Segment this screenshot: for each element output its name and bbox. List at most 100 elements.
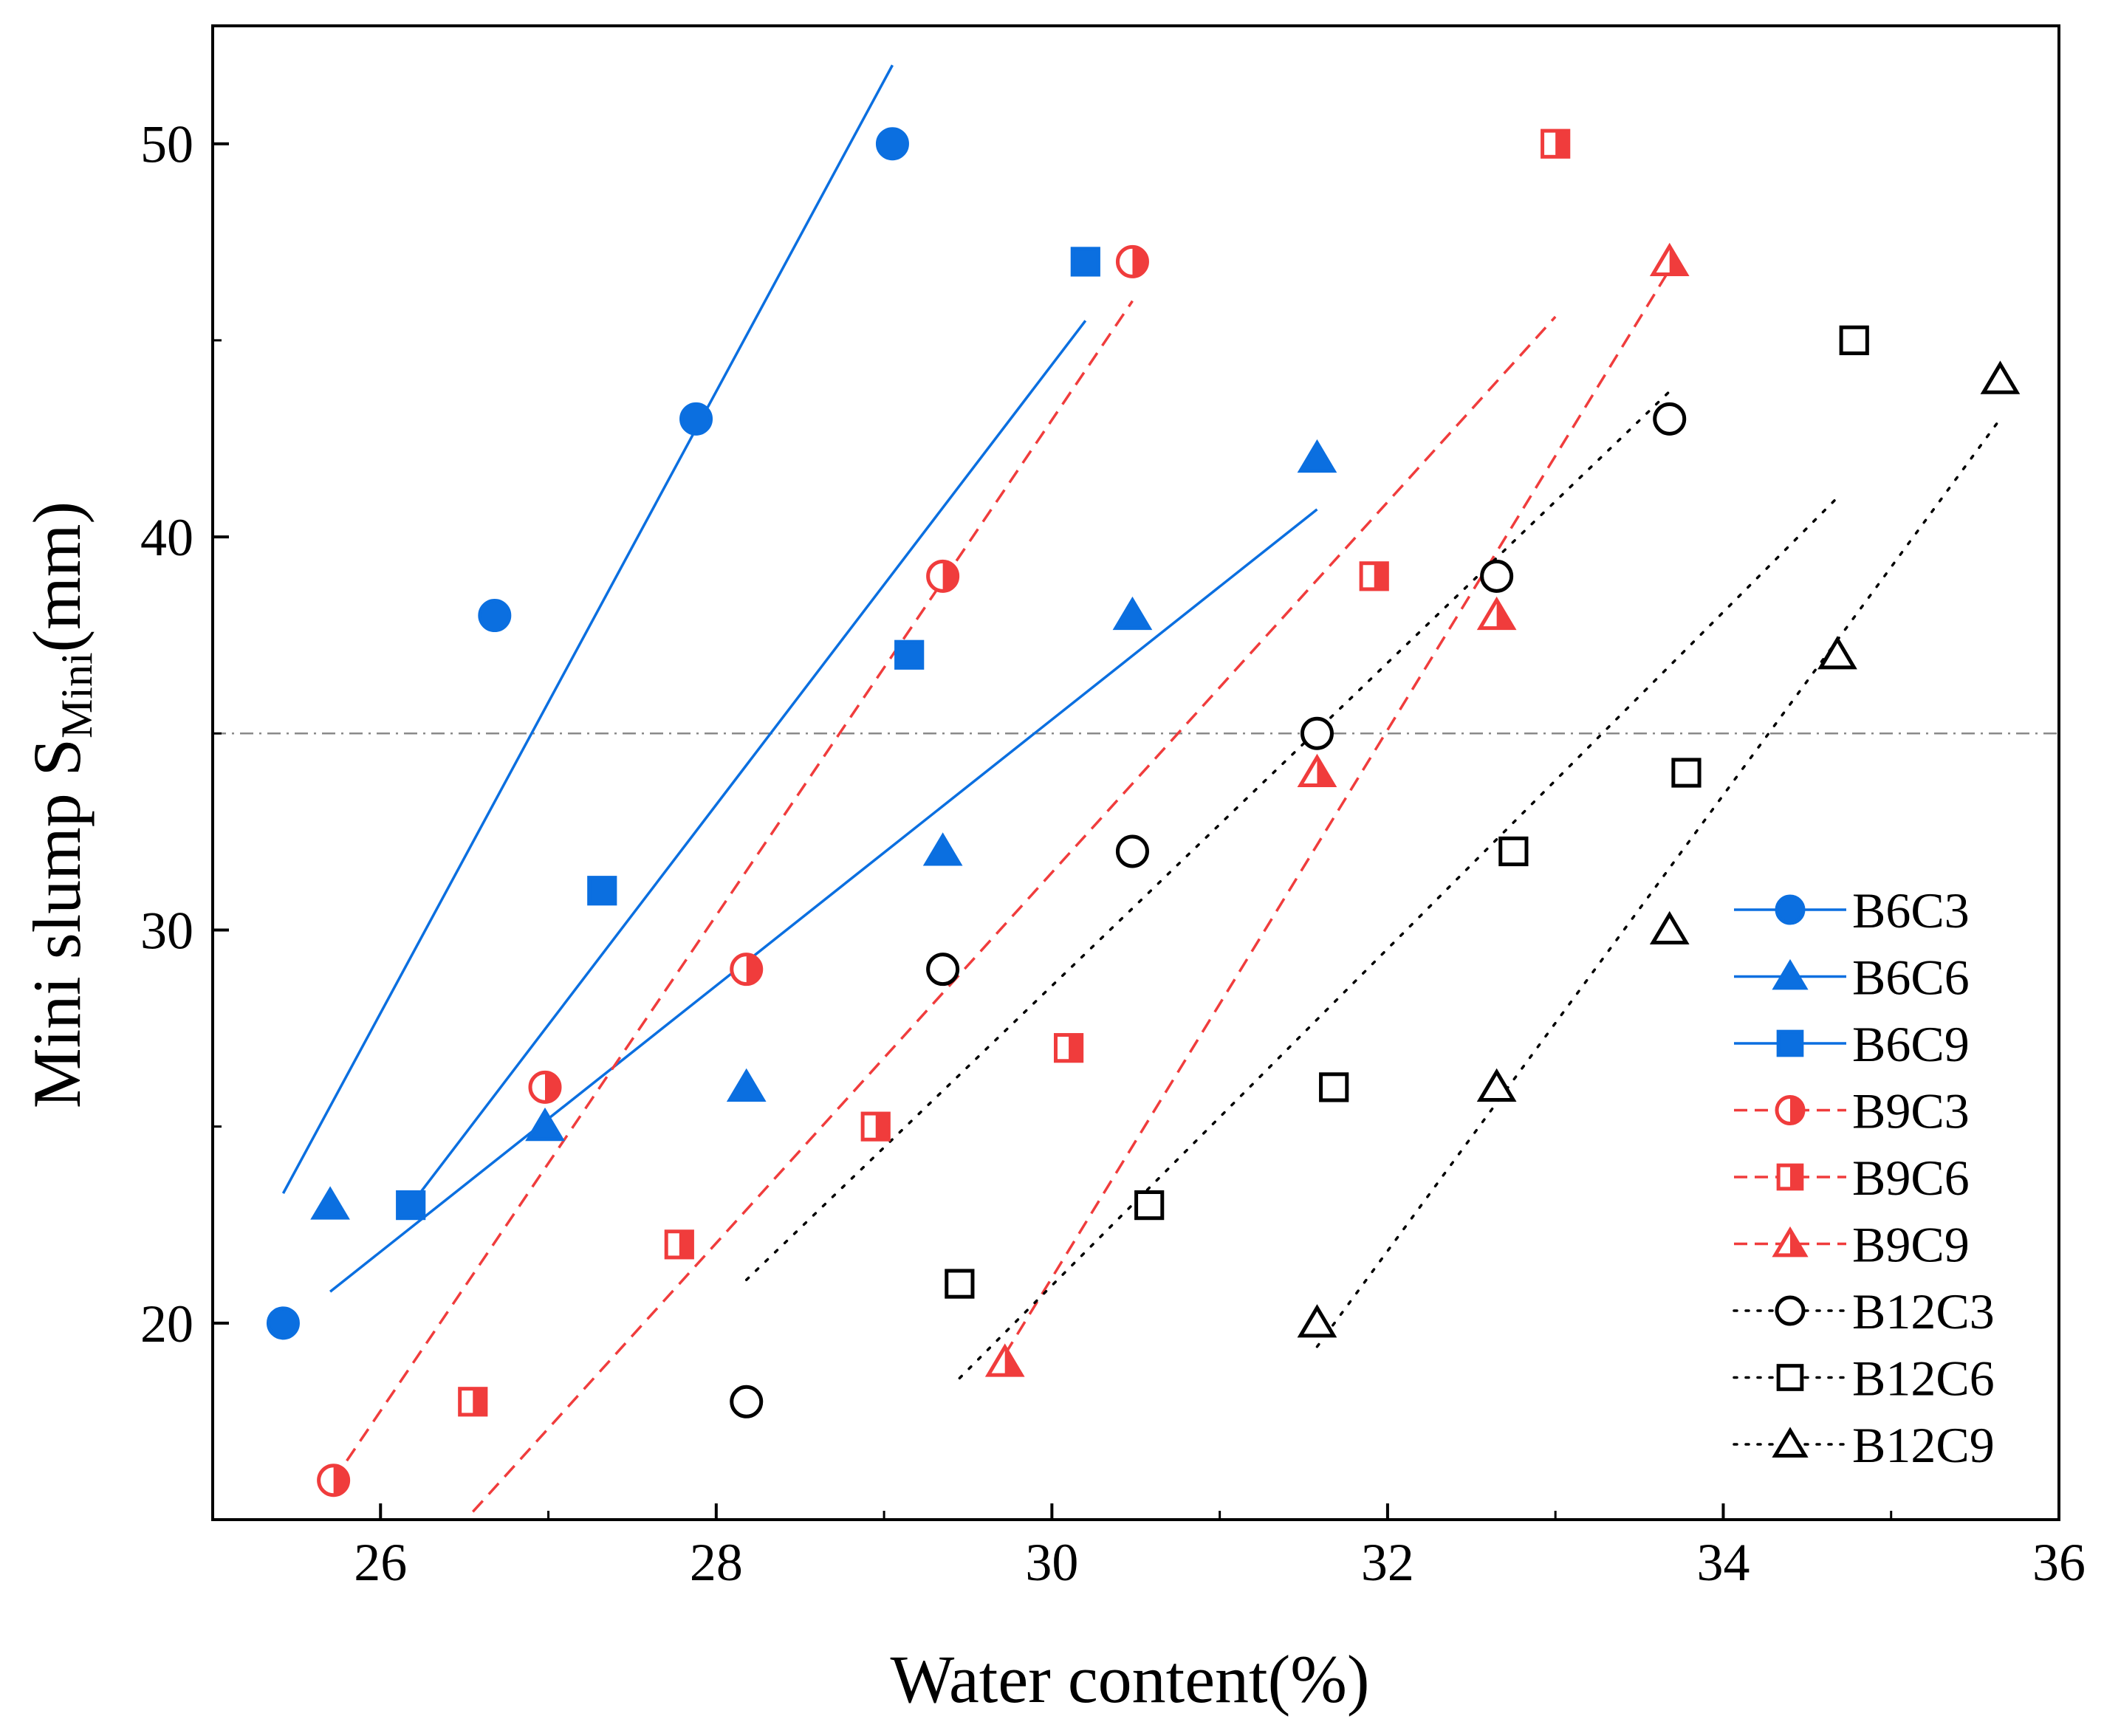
marker-outline — [1671, 758, 1702, 788]
data-point — [726, 1068, 767, 1102]
legend-label: B6C6 — [1852, 950, 1970, 1006]
x-tick-label: 32 — [1361, 1533, 1414, 1592]
marker-outline — [1480, 559, 1514, 593]
y-tick-label: 30 — [140, 901, 193, 960]
legend-item-b6c9: B6C9 — [1734, 1016, 1970, 1072]
marker-outline — [1772, 958, 1809, 990]
y-tick-label: 50 — [140, 115, 193, 174]
data-point — [1359, 561, 1389, 591]
data-point — [730, 953, 764, 987]
fit-line-b9c3 — [332, 300, 1134, 1481]
marker-fill — [746, 954, 761, 984]
legend-marker — [1775, 894, 1806, 925]
data-point — [458, 1387, 488, 1417]
legend-marker — [1776, 1163, 1804, 1191]
marker-outline — [1776, 1029, 1804, 1057]
legend-marker — [1772, 1226, 1809, 1258]
x-axis-title: Water content(%) — [890, 1641, 1369, 1717]
x-tick-label: 36 — [2032, 1533, 2086, 1592]
y-tick-label: 20 — [140, 1294, 193, 1354]
legend-label: B12C3 — [1852, 1283, 1995, 1339]
marker-outline — [266, 1306, 300, 1340]
data-point — [1476, 1068, 1517, 1102]
data-point — [984, 1343, 1025, 1377]
legend-marker — [1772, 1427, 1809, 1458]
data-point — [860, 1111, 891, 1142]
data-point — [478, 599, 512, 633]
data-point — [1649, 242, 1690, 276]
marker-fill — [473, 1388, 486, 1415]
marker-fill — [679, 1231, 693, 1258]
marker-outline — [1297, 1304, 1337, 1338]
data-point — [1297, 1304, 1337, 1338]
data-point — [1649, 910, 1690, 945]
series-b12c6 — [945, 325, 1869, 1299]
legend-item-b6c6: B6C6 — [1734, 950, 1970, 1006]
data-point — [1839, 325, 1869, 355]
data-point — [1070, 247, 1100, 277]
marker-fill — [1132, 247, 1148, 277]
marker-outline — [478, 599, 512, 633]
marker-outline — [875, 127, 909, 161]
series-b9c9 — [984, 242, 1690, 1377]
data-point — [1112, 596, 1153, 631]
legend-marker — [1776, 1029, 1804, 1057]
legend-marker — [1776, 1364, 1804, 1391]
marker-outline — [1775, 894, 1806, 925]
marker-outline — [1498, 836, 1529, 867]
marker-outline — [1319, 1072, 1349, 1102]
legend-label: B6C9 — [1852, 1016, 1970, 1072]
data-point — [587, 876, 617, 906]
data-point — [664, 1229, 694, 1260]
data-point — [1653, 402, 1687, 436]
fit-line-b6c6 — [329, 508, 1318, 1293]
axes-layer: 26 28 30 32 34 36 20 30 40 50 — [140, 24, 2086, 1592]
marker-outline — [1476, 1068, 1517, 1102]
data-point — [266, 1306, 300, 1340]
data-point — [1671, 758, 1702, 788]
series-b6c9 — [396, 247, 1100, 1221]
marker-outline — [587, 876, 617, 906]
data-point — [1053, 1033, 1084, 1063]
marker-outline — [1980, 360, 2021, 394]
fit-line-b9c9 — [1004, 269, 1671, 1356]
marker-outline — [679, 402, 713, 436]
marker-outline — [1817, 636, 1857, 670]
legend-marker — [1772, 958, 1809, 990]
x-tick-label: 28 — [690, 1533, 743, 1592]
marker-fill — [1555, 131, 1569, 157]
legend-item-b9c6: B9C6 — [1734, 1150, 1970, 1206]
y-tick-label: 40 — [140, 508, 193, 567]
data-point — [1115, 244, 1149, 278]
marker-outline — [310, 1186, 350, 1220]
data-point — [1817, 636, 1857, 670]
marker-outline — [730, 1385, 764, 1418]
marker-outline — [1772, 1427, 1809, 1458]
data-point — [679, 402, 713, 436]
data-point — [528, 1070, 562, 1104]
fit-line-b12c9 — [1315, 417, 2002, 1348]
series-b6c3 — [266, 127, 909, 1340]
marker-outline — [1776, 1364, 1804, 1391]
legend-item-b9c9: B9C9 — [1734, 1217, 1970, 1273]
data-point — [1319, 1072, 1349, 1102]
data-point — [525, 1107, 565, 1142]
fit-line-b12c3 — [744, 390, 1671, 1282]
marker-fill — [1069, 1035, 1082, 1061]
marker-outline — [1112, 596, 1153, 631]
legend-label: B12C9 — [1852, 1417, 1995, 1473]
marker-outline — [1300, 716, 1334, 750]
data-point — [926, 953, 960, 987]
data-point — [1498, 836, 1529, 867]
legend-label: B12C6 — [1852, 1351, 1995, 1407]
x-tick-label: 26 — [354, 1533, 407, 1592]
series-layer — [266, 64, 2021, 1513]
marker-fill — [1669, 246, 1687, 275]
fit-line-b6c9 — [409, 320, 1087, 1207]
marker-outline — [1775, 1295, 1806, 1326]
data-point — [1297, 753, 1337, 788]
legend-item-b12c3: B12C3 — [1733, 1283, 1995, 1339]
legend-label: B9C9 — [1852, 1217, 1970, 1273]
legend-item-b6c3: B6C3 — [1734, 882, 1970, 939]
series-b9c6 — [458, 128, 1571, 1417]
